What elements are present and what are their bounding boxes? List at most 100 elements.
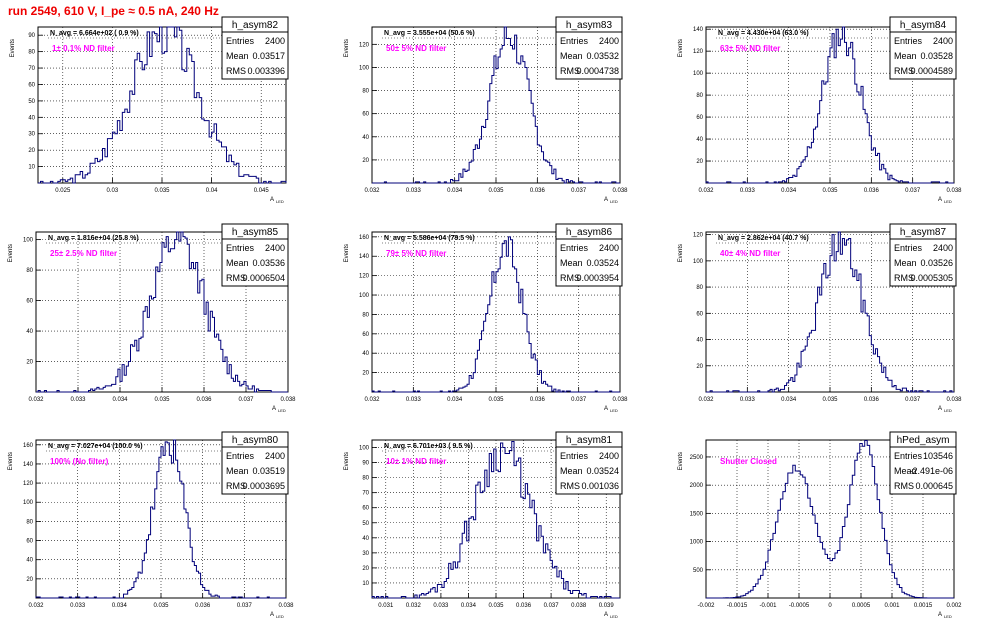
x-tick-label: 0.038 [278,603,294,609]
x-axis-sublabel: LED [610,199,618,204]
x-tick-label: 0.034 [781,188,797,194]
x-tick-label: 0.036 [864,188,880,194]
stat-label: RMS [226,66,246,76]
x-axis-label: A [938,612,942,618]
stat-value: 2400 [933,243,953,253]
x-axis-sublabel: LED [944,408,952,413]
histogram-panel-h_asym83: 0.032 0.033 0.034 0.035 0.036 0.037 0.038 20 40 6… [344,16,628,204]
x-tick-label: 0.033 [406,397,422,403]
stats-box-title: h_asym84 [900,20,947,31]
y-tick-label: 20 [362,371,369,377]
stats-box-title: h_asym85 [232,227,279,238]
y-tick-label: 90 [28,33,35,39]
x-tick-label: 0.037 [238,397,254,403]
y-tick-label: 80 [28,50,35,56]
histogram-series [371,441,620,599]
y-tick-label: 90 [362,461,369,467]
stat-value: 2400 [933,36,953,46]
navg-label: N_avg = 3.555e+04 (50.6 %) [384,30,475,37]
y-tick-label: 80 [696,93,703,99]
y-tick-label: 60 [26,539,33,545]
navg-label: N_avg = 1.816e+04 (25.8 %) [48,235,139,242]
stat-label: Mean [226,51,249,61]
x-tick-label: 0.037 [905,397,921,403]
y-axis-label: Events [344,452,350,470]
x-tick-label: -0.002 [697,603,715,609]
x-tick-label: 0.033 [70,603,86,609]
stat-value: 0.000645 [915,481,953,491]
y-tick-label: 20 [26,360,33,366]
histogram-panel-h_asym82: 0.025 0.03 0.035 0.04 0.045 10 20 30 40 50 60 70 80 9… [10,16,289,204]
y-tick-label: 100 [693,71,704,77]
navg-label: N_avg = 7.027e+04 (100.0 %) [48,443,143,450]
x-tick-label: 0.036 [196,397,212,403]
x-tick-label: 0.034 [461,603,477,609]
stats-box: h_asym81 Entries 2400 Mean 0.03524 RMS 0.00103… [555,431,623,495]
x-axis-label: A [604,406,608,412]
y-tick-label: 20 [362,158,369,164]
stat-label: Mean [560,466,583,476]
y-tick-label: 100 [359,65,370,71]
stat-value: 2400 [599,243,619,253]
x-axis-sublabel: LED [944,614,952,619]
x-tick-label: -0.001 [759,603,777,609]
x-axis-label: A [604,197,608,203]
histogram-series [706,231,954,393]
y-tick-label: 100 [693,259,704,265]
x-tick-label: 0.036 [195,603,211,609]
y-tick-label: 2500 [690,455,704,461]
stat-label: Mean [894,51,917,61]
filter-annotation: Shutter Closed [720,457,777,466]
x-tick-label: 0.035 [154,397,170,403]
y-tick-label: 40 [26,558,33,564]
x-tick-label: 0.035 [488,188,504,194]
y-axis-label: Events [678,39,684,57]
stats-box-title: h_asym83 [566,20,613,31]
x-tick-label: 0.001 [884,603,900,609]
stat-value: 0.0003695 [242,481,285,491]
x-axis-sublabel: LED [276,199,284,204]
stat-value: 0.001036 [581,481,619,491]
filter-annotation: 50± 5% ND filter [386,44,446,53]
stat-value: 0.03528 [920,51,953,61]
stat-label: Entries [226,451,255,461]
stat-value: 0.03526 [920,258,953,268]
x-axis-label: A [938,406,942,412]
y-tick-label: 50 [28,99,35,105]
x-tick-label: 0.035 [154,188,170,194]
stats-box-frame [555,16,623,80]
y-tick-label: 20 [26,577,33,583]
stat-value: 0.0003954 [576,273,619,283]
stats-box-title: h_asym82 [232,20,279,31]
x-axis-sublabel: LED [944,199,952,204]
stats-box-frame [889,223,957,287]
x-tick-label: 0.036 [516,603,532,609]
y-tick-label: 40 [28,115,35,121]
stat-value: 0.03536 [252,258,285,268]
x-tick-label: 0.037 [571,397,587,403]
y-tick-label: 60 [696,115,703,121]
y-tick-label: 60 [362,506,369,512]
x-tick-label: 0.038 [280,397,296,403]
y-tick-label: 40 [696,137,703,143]
y-tick-label: 120 [23,481,34,487]
stats-box-frame [555,431,623,495]
y-tick-label: 60 [362,332,369,338]
stat-label: RMS [226,481,246,491]
stats-box: hPed_asym Entries 103546 Mean-2.491e-06 RMS 0… [889,431,957,495]
y-tick-label: 120 [693,49,704,55]
histogram-series [705,26,954,184]
stats-box-frame [221,431,289,495]
stats-box-frame [221,223,289,287]
x-tick-label: 0.034 [447,397,463,403]
histogram-panel-h_asym85: 0.032 0.033 0.034 0.035 0.036 0.037 0.038 20 40 6… [8,223,296,413]
stat-value: 0.0004589 [910,66,953,76]
stat-label: Entries [560,243,589,253]
x-axis-label: A [272,406,276,412]
stat-label: Entries [226,36,255,46]
stats-box-frame [889,431,957,495]
y-tick-label: 100 [23,500,34,506]
x-tick-label: 0.039 [599,603,615,609]
y-axis-label: Events [678,244,684,262]
y-tick-label: 140 [359,254,370,260]
